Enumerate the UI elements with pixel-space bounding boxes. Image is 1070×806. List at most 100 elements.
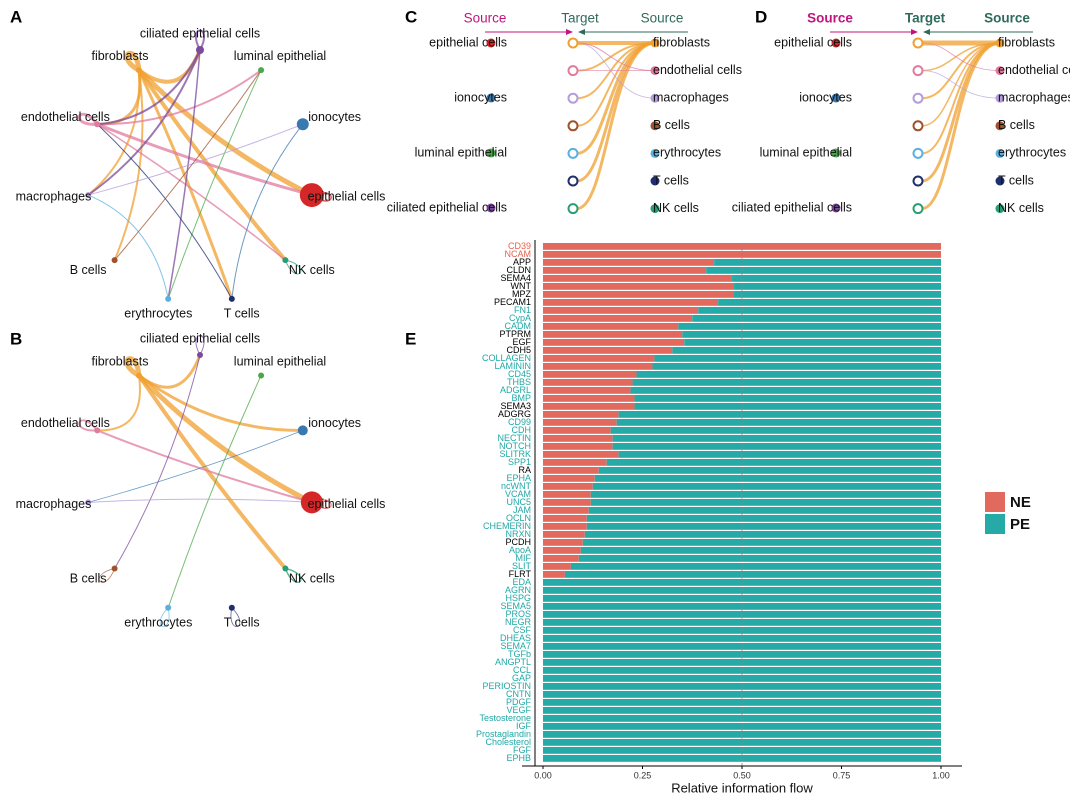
bar: [592, 483, 941, 490]
y-tick-label: PTPRM: [500, 329, 532, 339]
node-label: epithelial cells: [308, 190, 386, 204]
bar: [543, 467, 599, 474]
bar: [654, 355, 941, 362]
source-label: epithelial cells: [429, 35, 507, 49]
arrow-head: [566, 29, 573, 35]
bar: [543, 339, 685, 346]
legend-label: PE: [1010, 516, 1030, 533]
bar: [543, 411, 619, 418]
y-tick-label: SEMA5: [500, 601, 531, 611]
target-node: [912, 120, 924, 132]
bar: [584, 531, 941, 538]
node-label: ciliated epithelial cells: [140, 331, 260, 345]
bar: [632, 379, 941, 386]
target-node: [567, 175, 579, 187]
panel-label: E: [405, 329, 416, 348]
edge: [87, 49, 201, 196]
y-tick-label: CCL: [513, 665, 531, 675]
bar: [682, 331, 941, 338]
y-tick-label: VEGF: [506, 705, 531, 715]
y-tick-label: SLITRK: [499, 449, 531, 459]
y-tick-label: SEMA3: [500, 401, 531, 411]
bar: [590, 491, 941, 498]
bar: [616, 419, 941, 426]
bar: [543, 603, 941, 610]
y-tick-label: EPHA: [506, 473, 531, 483]
edge: [194, 29, 206, 51]
bar: [618, 451, 941, 458]
node: [111, 565, 118, 572]
node: [300, 491, 323, 514]
edge: [114, 354, 201, 569]
target-node: [912, 147, 924, 159]
bar: [543, 579, 941, 586]
source-node: [650, 204, 660, 214]
edge: [284, 567, 302, 584]
target-node: [567, 147, 579, 159]
source-label: macrophages: [653, 90, 729, 104]
node: [85, 499, 92, 506]
source-label: B cells: [998, 118, 1035, 132]
header: Source: [641, 11, 684, 26]
bar: [570, 563, 941, 570]
y-tick-label: IGF: [516, 721, 532, 731]
bar: [610, 427, 941, 434]
source-node: [995, 93, 1005, 103]
node-label: macrophages: [16, 190, 92, 204]
y-tick-label: PECAM1: [494, 297, 531, 307]
bar: [543, 355, 655, 362]
bar: [706, 267, 941, 274]
source-label: NK cells: [998, 201, 1044, 215]
edge: [230, 607, 241, 627]
bar: [652, 363, 941, 370]
bar: [543, 443, 613, 450]
node: [197, 352, 203, 358]
node-label: fibroblasts: [91, 354, 148, 368]
node-label: macrophages: [16, 497, 92, 511]
y-tick-label: CD39: [508, 241, 531, 251]
node-label: ionocytes: [308, 110, 361, 124]
edge: [96, 122, 313, 197]
bar: [543, 723, 941, 730]
node: [258, 67, 265, 74]
y-tick-label: EDA: [512, 577, 531, 587]
y-tick-label: CD45: [508, 369, 531, 379]
bar: [582, 539, 941, 546]
node: [258, 372, 265, 379]
edge: [97, 69, 262, 126]
source-label: ionocytes: [799, 90, 852, 104]
node: [135, 67, 142, 74]
edge: [921, 41, 1001, 211]
node-label: luminal epithelial: [234, 49, 326, 63]
y-tick-label: FGF: [513, 745, 531, 755]
bar: [618, 411, 941, 418]
node: [196, 46, 204, 54]
y-tick-label: EGF: [512, 337, 531, 347]
bar: [606, 459, 941, 466]
bar: [543, 547, 581, 554]
source-label: luminal epithelial: [415, 145, 507, 159]
bar: [698, 307, 941, 314]
bar: [598, 467, 941, 474]
bar: [586, 523, 941, 530]
x-tick-label: 0.25: [634, 770, 652, 780]
node-label: luminal epithelial: [234, 354, 326, 368]
bar: [718, 299, 941, 306]
edge: [195, 335, 205, 356]
source-label: T cells: [653, 173, 689, 187]
source-node: [650, 93, 660, 103]
legend-swatch: [985, 514, 1005, 534]
edge: [77, 112, 99, 126]
y-tick-label: SEMA4: [500, 273, 531, 283]
y-tick-label: Testosterone: [479, 713, 531, 723]
source-node: [995, 204, 1005, 214]
bar: [543, 515, 587, 522]
bar: [543, 451, 619, 458]
y-tick-label: THBS: [507, 377, 531, 387]
y-tick-label: Cholesterol: [485, 737, 531, 747]
node: [85, 192, 92, 199]
edge: [921, 42, 1001, 100]
y-tick-label: SPP1: [508, 457, 531, 467]
y-tick-label: CD99: [508, 417, 531, 427]
source-label: erythrocytes: [998, 146, 1066, 160]
